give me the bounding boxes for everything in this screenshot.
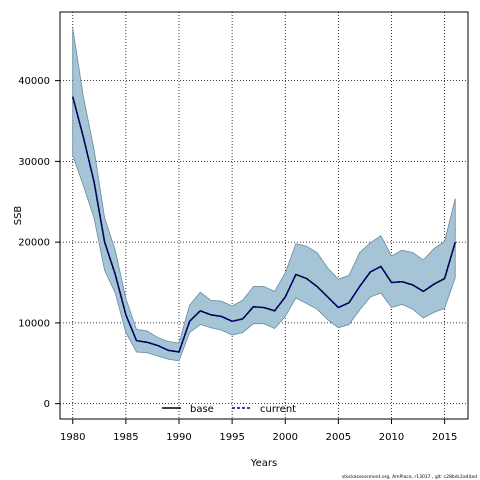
series-line-current [71,96,457,353]
legend-label-base: base [190,404,214,415]
y-axis-label: SSB [13,206,24,226]
x-tick-label: 1985 [113,432,138,443]
x-tick-label: 2005 [326,432,351,443]
x-tick-label: 2010 [379,432,404,443]
confidence-band-layer [72,28,456,362]
y-tick-label: 30000 [18,157,50,168]
x-tick-label: 1995 [219,432,244,443]
y-tick-label: 20000 [18,238,50,249]
series-layer [71,96,457,353]
x-tick-label: 1980 [60,432,85,443]
gridlines [60,12,468,419]
y-tick-label: 40000 [18,76,50,87]
y-tick-label: 10000 [18,318,50,329]
legend-label-current: current [260,404,296,415]
x-tick-label: 2015 [432,432,457,443]
y-axis-ticks: 0 10000 20000 30000 40000 [18,76,60,410]
confidence-band [72,28,456,362]
x-tick-label: 1990 [166,432,191,443]
y-tick-label: 0 [44,399,50,410]
x-axis-label: Years [250,458,277,469]
x-axis-ticks: 1980 1985 1990 1995 2000 2005 2010 2015 [60,419,457,443]
x-tick-label: 2000 [273,432,298,443]
legend: base current [162,404,296,415]
footer-credit: stockassessment.org, AmPlace, r13017 , g… [342,474,477,480]
plot-frame [59,11,469,420]
